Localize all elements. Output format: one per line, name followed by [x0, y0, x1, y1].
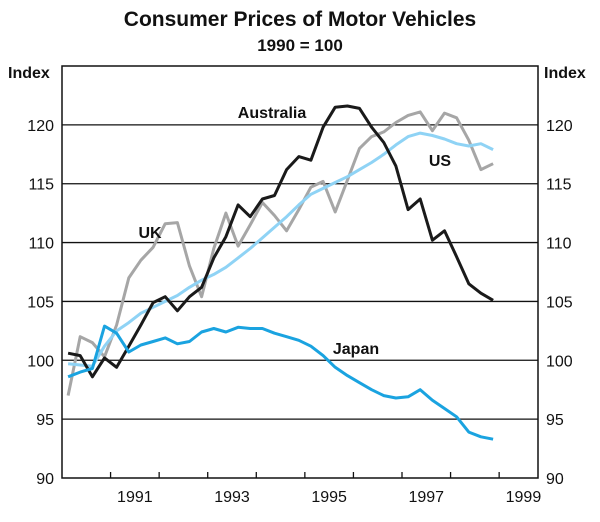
y-tick-label-left: 110 — [28, 236, 54, 253]
series-label-japan: Japan — [333, 341, 379, 358]
chart-subtitle: 1990 = 100 — [257, 36, 343, 55]
y-tick-label-right: 120 — [546, 118, 573, 135]
series-label-uk: UK — [138, 225, 162, 242]
y-tick-label-right: 95 — [546, 412, 564, 429]
series-line-japan — [67, 324, 494, 441]
y-tick-label-left: 120 — [27, 118, 54, 135]
plot-frame — [61, 65, 539, 479]
x-tick-label: 1995 — [311, 489, 347, 506]
x-tick-label: 1993 — [214, 489, 250, 506]
y-tick-label-left: 100 — [27, 353, 54, 370]
y-axis-label-right: Index — [544, 65, 586, 82]
y-tick-label-right: 100 — [546, 353, 573, 370]
series-label-australia: Australia — [238, 105, 307, 122]
y-tick-label-right: 105 — [546, 294, 573, 311]
y-tick-label-right: 90 — [546, 471, 564, 488]
series-label-us: US — [429, 153, 452, 170]
x-tick-label: 1997 — [408, 489, 444, 506]
y-tick-label-left: 115 — [28, 177, 54, 194]
y-tick-label-left: 90 — [36, 471, 54, 488]
y-axis-label-left: Index — [8, 65, 50, 82]
x-tick-label: 1999 — [506, 489, 542, 506]
y-tick-label-right: 110 — [546, 236, 572, 253]
y-tick-label-left: 105 — [27, 294, 54, 311]
y-tick-label-right: 115 — [546, 177, 572, 194]
series-line-us — [67, 131, 494, 368]
series-line-australia — [67, 104, 494, 379]
y-tick-label-left: 95 — [36, 412, 54, 429]
x-tick-label: 1991 — [117, 489, 153, 506]
chart-title: Consumer Prices of Motor Vehicles — [123, 8, 477, 31]
